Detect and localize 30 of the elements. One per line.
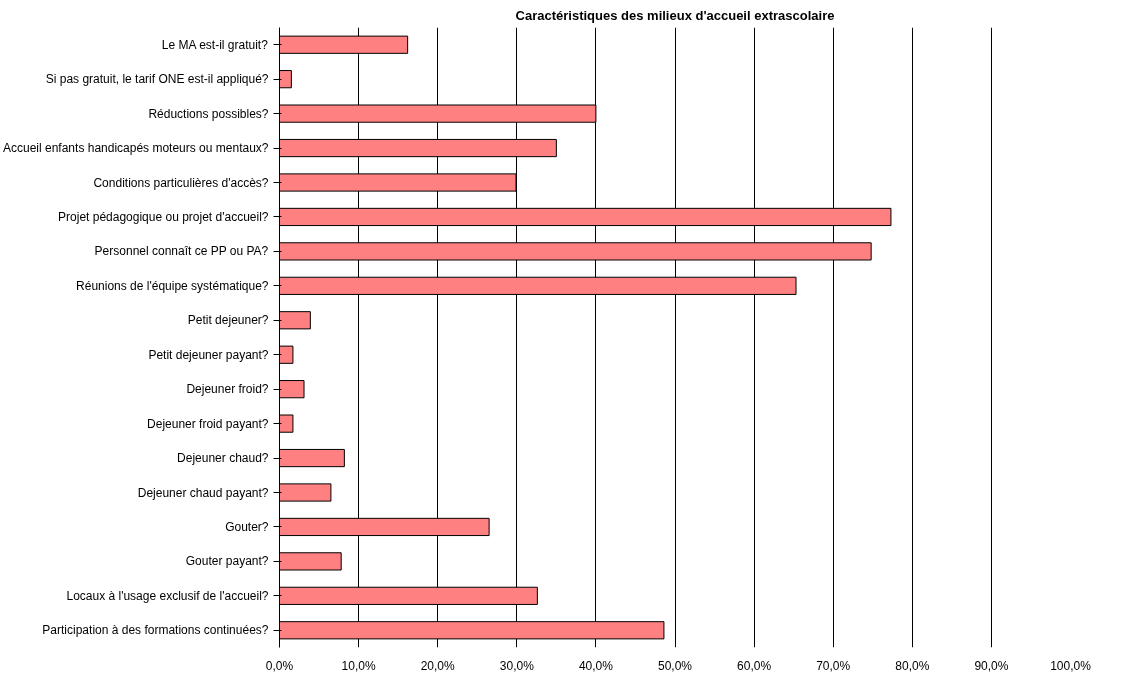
- x-tick-label: 60,0%: [737, 658, 772, 673]
- x-tick-label: 20,0%: [420, 658, 456, 673]
- y-tick-label: Gouter payant?: [185, 554, 269, 569]
- y-tick-label: Dejeuner chaud?: [177, 451, 269, 466]
- y-tick-label: Réunions de l'équipe systématique?: [76, 278, 269, 293]
- x-tick-label: 10,0%: [341, 658, 376, 673]
- y-tick-label: Locaux à l'usage exclusif de l'accueil?: [66, 588, 269, 603]
- x-tick-label: 30,0%: [499, 658, 535, 673]
- y-tick-label: Dejeuner froid payant?: [147, 416, 269, 431]
- y-tick-label: Petit dejeuner payant?: [148, 347, 269, 362]
- y-tick-label: Petit dejeuner?: [187, 313, 269, 328]
- chart-title: Caractéristiques des milieux d'accueil extrascolaire: [515, 7, 835, 23]
- y-tick-label: Dejeuner froid?: [186, 382, 269, 397]
- y-tick-label: Personnel connaît ce PP ou PA?: [94, 244, 269, 259]
- x-tick-label: 0,0%: [265, 658, 294, 673]
- y-tick-label: Conditions particulières d'accès?: [93, 175, 269, 190]
- y-tick-label: Projet pédagogique ou projet d'accueil?: [58, 209, 269, 224]
- x-tick-label: 70,0%: [816, 658, 851, 673]
- y-tick-label: Gouter?: [225, 519, 269, 534]
- x-tick-label: 50,0%: [657, 658, 693, 673]
- x-tick-label: 90,0%: [974, 658, 1009, 673]
- x-tick-label: 40,0%: [578, 658, 614, 673]
- y-tick-label: Participation à des formations continuées?: [42, 623, 269, 638]
- y-tick-label: Accueil enfants handicapés moteurs ou mentaux?: [3, 141, 269, 156]
- x-tick-label: 80,0%: [895, 658, 930, 673]
- y-tick-label: Si pas gratuit, le tarif ONE est-il appliqué?: [45, 72, 269, 87]
- y-tick-label: Réductions possibles?: [148, 106, 269, 121]
- y-tick-label: Dejeuner chaud payant?: [137, 485, 269, 500]
- y-tick-label: Le MA est-il gratuit?: [161, 37, 269, 52]
- x-tick-label: 100,0%: [1050, 658, 1092, 673]
